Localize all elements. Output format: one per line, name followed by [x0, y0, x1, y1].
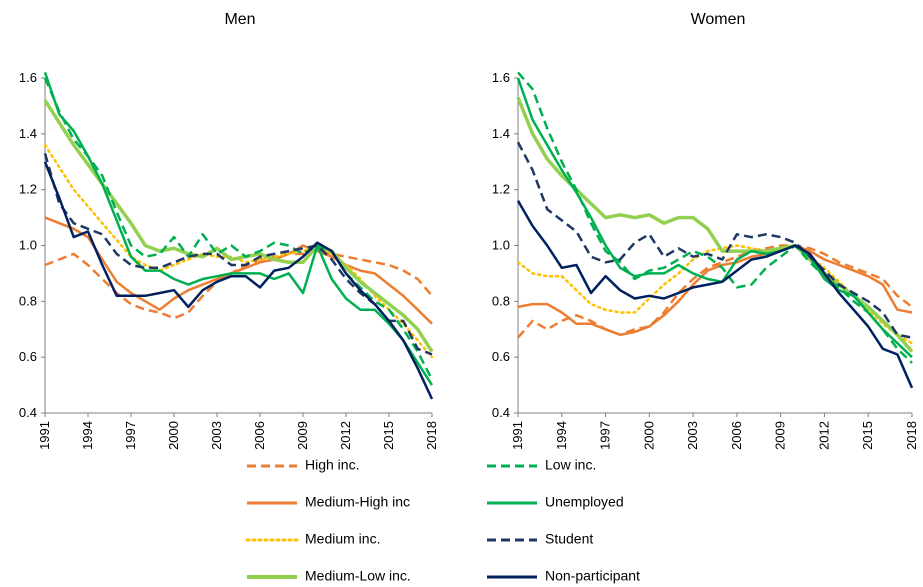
x-tick-label: 2012 [816, 421, 831, 450]
y-tick-label: 1.0 [19, 238, 37, 253]
x-tick-label: 2015 [860, 421, 875, 450]
x-tick-label: 2018 [424, 421, 439, 450]
x-tick-label: 2000 [641, 421, 656, 450]
legend-label: Medium-Low inc. [305, 568, 411, 584]
legend-label: Non-participant [545, 568, 640, 584]
y-tick-label: 0.4 [492, 405, 510, 420]
series-line [517, 244, 913, 339]
x-tick-label: 2009 [295, 421, 310, 450]
y-tick-label: 0.8 [492, 293, 510, 308]
x-tick-label: 1994 [80, 421, 95, 450]
x-tick-label: 1991 [37, 421, 52, 450]
x-tick-label: 2006 [252, 421, 267, 450]
x-tick-label: 1994 [554, 421, 569, 450]
legend-label: Student [545, 531, 593, 547]
x-tick-label: 2006 [729, 421, 744, 450]
series-line [516, 200, 914, 389]
legend-label: Medium-High inc [305, 494, 410, 510]
y-tick-label: 1.4 [19, 126, 37, 141]
series-line [44, 247, 433, 320]
y-tick-label: 0.6 [492, 349, 510, 364]
x-tick-label: 2003 [209, 421, 224, 450]
series-line [44, 216, 433, 325]
x-tick-label: 2009 [773, 421, 788, 450]
y-tick-label: 1.6 [492, 70, 510, 85]
y-tick-label: 1.4 [492, 126, 510, 141]
legend-label: Medium inc. [305, 531, 380, 547]
series-line [43, 161, 434, 400]
series-line [43, 153, 433, 356]
x-tick-label: 2018 [904, 421, 919, 450]
y-tick-label: 1.6 [19, 70, 37, 85]
y-tick-label: 1.2 [19, 182, 37, 197]
x-tick-label: 1997 [123, 421, 138, 450]
x-tick-label: 1991 [510, 421, 525, 450]
x-tick-label: 2003 [685, 421, 700, 450]
x-tick-label: 2012 [338, 421, 353, 450]
series-line [43, 99, 434, 353]
y-tick-label: 1.2 [492, 182, 510, 197]
series-line [517, 71, 913, 364]
series-line [43, 71, 434, 386]
x-tick-label: 1997 [598, 421, 613, 450]
series-line [517, 244, 913, 337]
legend-label: High inc. [305, 457, 359, 473]
y-tick-label: 0.8 [19, 293, 37, 308]
series-line [516, 96, 914, 353]
y-tick-label: 1.0 [492, 238, 510, 253]
series-line [516, 77, 913, 359]
x-tick-label: 2000 [166, 421, 181, 450]
series-line [43, 77, 434, 381]
chart-title: Men [224, 11, 255, 28]
legend-label: Unemployed [545, 494, 624, 510]
chart-title: Women [691, 11, 746, 28]
legend-label: Low inc. [545, 457, 596, 473]
x-tick-label: 2015 [381, 421, 396, 450]
y-tick-label: 0.4 [19, 405, 37, 420]
y-tick-label: 0.6 [19, 349, 37, 364]
